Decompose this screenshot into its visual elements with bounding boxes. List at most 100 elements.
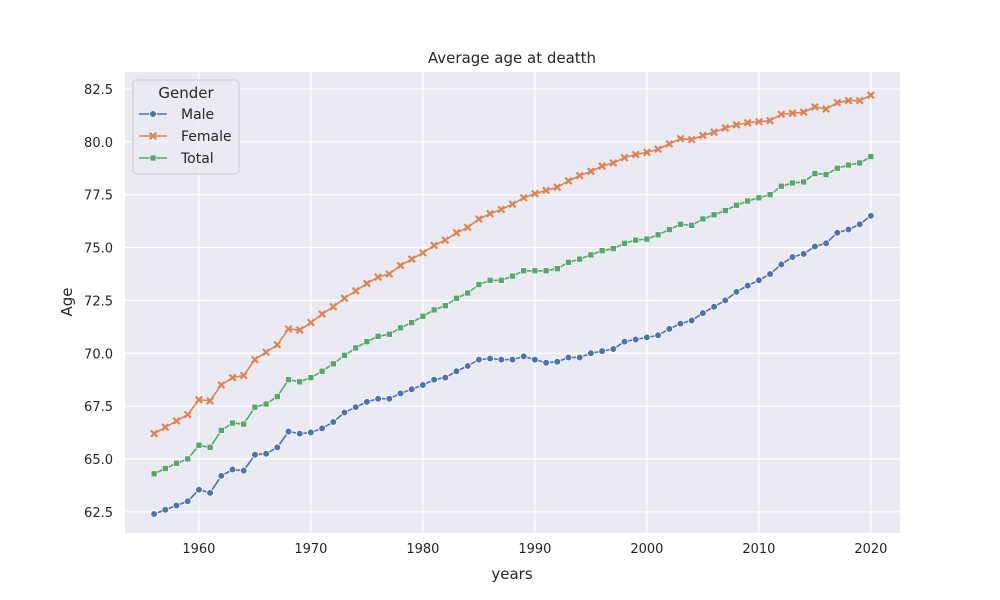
data-point-total: [442, 302, 449, 309]
data-point-female: [340, 294, 349, 303]
data-point-female: [631, 150, 640, 159]
data-point-female: [396, 261, 405, 270]
data-point-female: [553, 183, 562, 192]
data-point-total: [386, 330, 393, 338]
data-point-total: [688, 222, 695, 229]
data-point-male: [351, 403, 360, 411]
data-point-total: [665, 226, 673, 233]
data-point-male: [676, 319, 685, 328]
legend-label-female: Female: [181, 129, 232, 145]
y-tick-label: 70.0: [84, 347, 113, 362]
data-point-female: [362, 279, 371, 288]
data-point-female: [833, 98, 842, 107]
legend-marker-female: [149, 132, 157, 140]
data-point-female: [441, 236, 450, 245]
data-point-male: [755, 276, 763, 285]
plot-area: [125, 72, 900, 533]
data-point-male: [441, 373, 450, 382]
data-point-female: [486, 209, 495, 218]
data-point-male: [486, 354, 494, 363]
data-point-female: [329, 302, 338, 311]
data-point-male: [844, 225, 853, 234]
data-point-total: [587, 251, 595, 259]
data-point-male: [273, 443, 282, 452]
data-point-female: [754, 117, 763, 126]
data-point-male: [329, 418, 338, 426]
data-point-total: [531, 267, 539, 275]
data-point-male: [206, 489, 214, 497]
data-point-female: [262, 348, 271, 357]
data-point-total: [374, 333, 382, 340]
legend-item-male: Male: [139, 107, 214, 123]
data-point-male: [385, 394, 394, 403]
legend: Gender Male Female Total: [132, 79, 240, 175]
data-point-male: [430, 375, 438, 384]
data-point-male: [284, 427, 293, 436]
data-point-male: [665, 325, 674, 333]
data-point-female: [855, 96, 864, 105]
data-point-male: [228, 465, 237, 474]
data-point-male: [687, 316, 696, 325]
y-tick-label: 72.5: [84, 294, 113, 309]
data-point-female: [474, 214, 483, 223]
data-point-total: [598, 247, 606, 254]
data-point-female: [295, 326, 304, 334]
data-point-total: [621, 239, 628, 247]
data-point-male: [363, 398, 371, 406]
data-point-male: [867, 211, 875, 220]
data-point-total: [509, 272, 516, 280]
data-point-total: [520, 267, 527, 275]
y-axis-label: Age: [58, 287, 76, 316]
data-point-male: [542, 358, 550, 367]
data-point-female: [385, 269, 394, 278]
data-point-total: [274, 393, 281, 400]
data-point-female: [743, 118, 752, 127]
data-point-total: [195, 441, 203, 449]
data-point-total: [285, 376, 292, 383]
data-point-total: [565, 259, 572, 266]
legend-marker-total: [149, 154, 157, 162]
data-point-male: [788, 253, 797, 261]
legend-label-total: Total: [180, 151, 214, 167]
data-point-total: [206, 444, 214, 451]
data-point-total: [811, 170, 819, 177]
data-point-total: [654, 231, 662, 239]
data-point-total: [453, 294, 460, 302]
data-point-male: [172, 501, 181, 510]
chart-title: Average age at deatth: [428, 49, 596, 67]
y-tick-label: 82.5: [84, 83, 113, 98]
data-point-male: [587, 349, 595, 358]
data-point-male: [195, 485, 203, 494]
data-point-total: [553, 265, 561, 272]
series-total: [150, 153, 875, 478]
data-point-male: [295, 429, 304, 438]
data-point-female: [497, 205, 506, 214]
data-point-male: [766, 270, 774, 278]
series-layer: [150, 91, 875, 518]
data-point-total: [498, 276, 505, 284]
legend-marker-male: [149, 110, 157, 118]
data-point-female: [766, 116, 775, 125]
data-point-female: [418, 248, 427, 257]
legend-label-male: Male: [181, 107, 214, 123]
data-point-male: [262, 449, 270, 458]
data-point-female: [508, 200, 517, 209]
data-point-total: [542, 267, 550, 275]
data-point-male: [631, 335, 640, 344]
data-point-female: [228, 373, 237, 382]
data-point-total: [251, 403, 259, 411]
data-point-male: [396, 389, 405, 398]
data-point-male: [183, 497, 192, 506]
data-point-female: [665, 139, 674, 148]
data-point-female: [788, 109, 797, 118]
data-point-male: [811, 242, 819, 251]
y-tick-label: 62.5: [84, 506, 113, 521]
data-point-female: [822, 105, 831, 113]
data-point-male: [475, 355, 483, 364]
data-point-total: [397, 324, 404, 332]
data-point-total: [845, 161, 852, 169]
data-point-male: [150, 510, 158, 518]
data-point-total: [609, 245, 617, 252]
data-point-male: [743, 281, 752, 290]
